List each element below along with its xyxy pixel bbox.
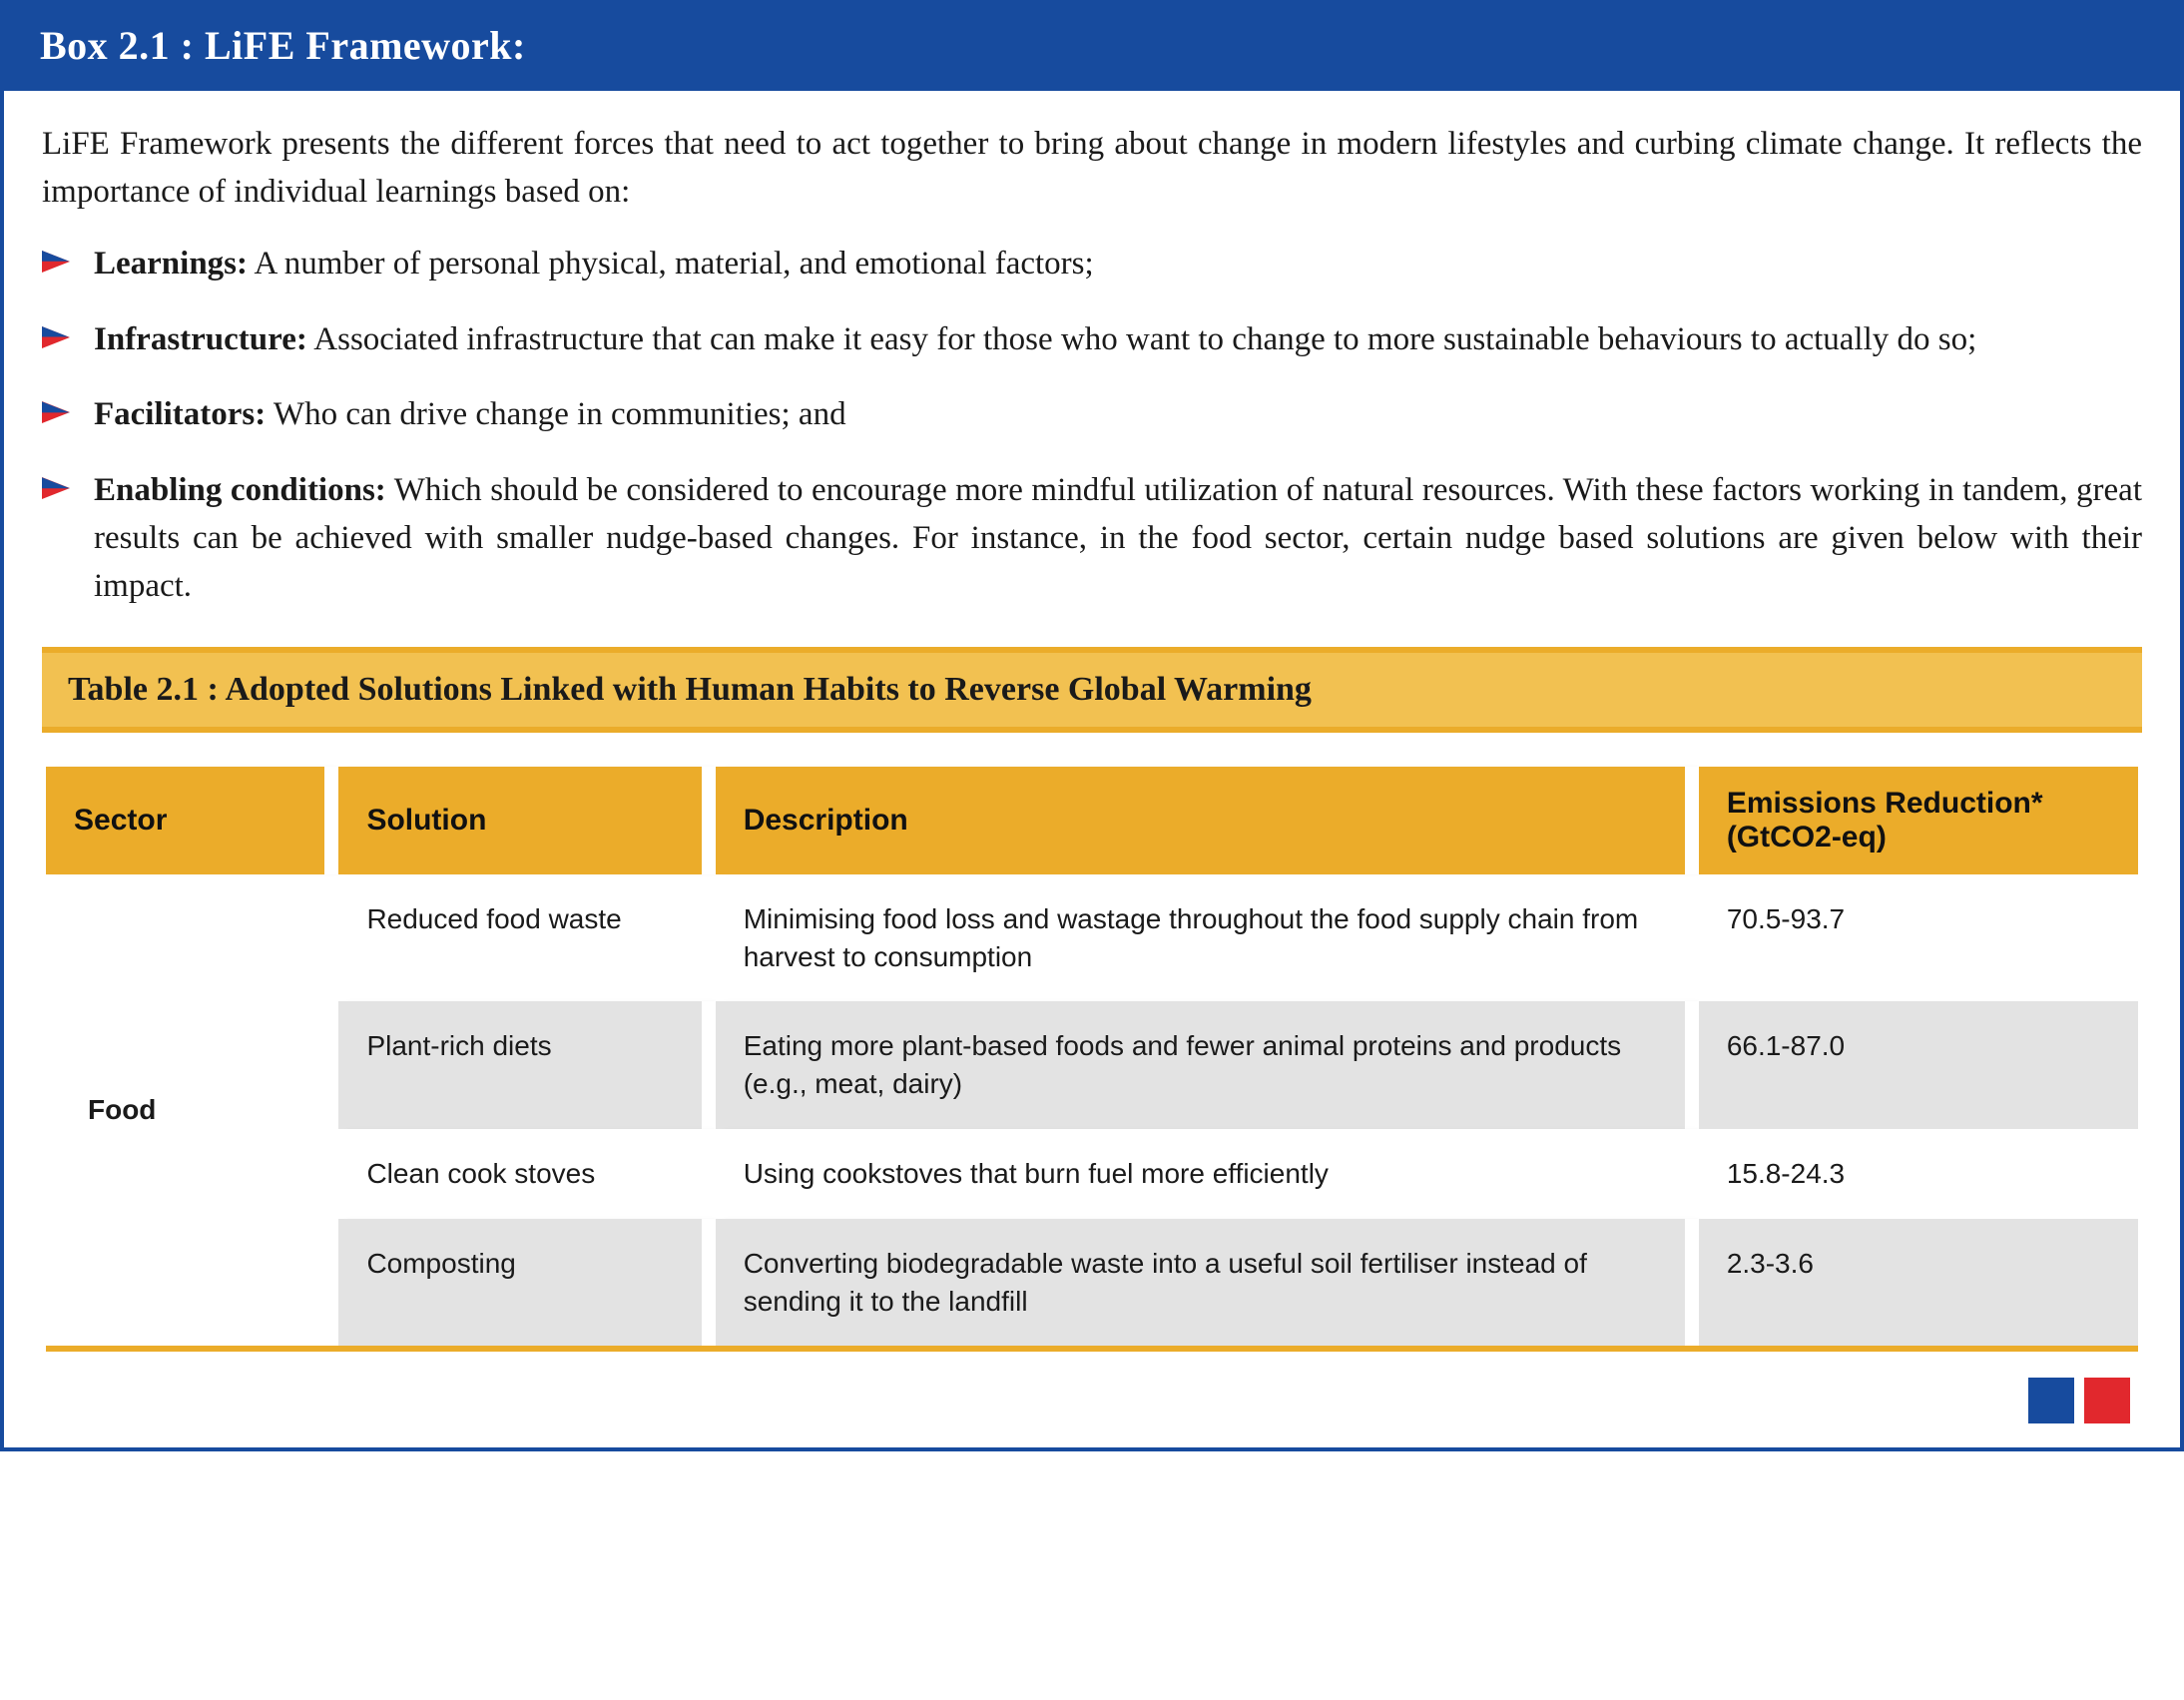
solution-cell: Clean cook stoves — [338, 1129, 715, 1219]
emissions-cell: 66.1-87.0 — [1699, 1001, 2138, 1129]
bullet-text: Which should be considered to encourage … — [94, 472, 2142, 604]
bullet-label: Facilitators: — [94, 396, 266, 432]
box-header: Box 2.1 : LiFE Framework: — [4, 4, 2180, 91]
bullet-label: Infrastructure: — [94, 321, 307, 357]
col-header-emissions: Emissions Reduction* (GtCO2-eq) — [1699, 767, 2138, 874]
solution-cell: Reduced food waste — [338, 874, 715, 1002]
col-header-solution: Solution — [338, 767, 715, 874]
table-wrapper: Sector Solution Description Emissions Re… — [42, 767, 2142, 1353]
emissions-cell: 2.3-3.6 — [1699, 1219, 2138, 1347]
emissions-cell: 70.5-93.7 — [1699, 874, 2138, 1002]
table-row: Plant-rich diets Eating more plant-based… — [46, 1001, 2138, 1129]
bullet-label: Enabling conditions: — [94, 472, 386, 508]
table-header-row: Sector Solution Description Emissions Re… — [46, 767, 2138, 874]
bullet-item: Enabling conditions: Which should be con… — [42, 467, 2142, 611]
solution-cell: Composting — [338, 1219, 715, 1347]
description-cell: Minimising food loss and wastage through… — [716, 874, 1699, 1002]
solutions-table: Sector Solution Description Emissions Re… — [46, 767, 2138, 1347]
table-title: Table 2.1 : Adopted Solutions Linked wit… — [68, 671, 1312, 708]
bullet-label: Learnings: — [94, 246, 248, 282]
life-framework-box: Box 2.1 : LiFE Framework: LiFE Framework… — [0, 0, 2184, 1451]
footer-squares — [42, 1352, 2142, 1437]
table-body: Food Reduced food waste Minimising food … — [46, 874, 2138, 1347]
square-blue-icon — [2028, 1378, 2074, 1423]
square-red-icon — [2084, 1378, 2130, 1423]
bullet-item: Facilitators: Who can drive change in co… — [42, 391, 2142, 439]
bullet-text: Who can drive change in communities; and — [266, 396, 845, 432]
bullet-item: Learnings: A number of personal physical… — [42, 241, 2142, 288]
box-title: Box 2.1 : LiFE Framework: — [40, 23, 526, 68]
description-cell: Eating more plant-based foods and fewer … — [716, 1001, 1699, 1129]
solution-cell: Plant-rich diets — [338, 1001, 715, 1129]
sector-cell: Food — [46, 874, 338, 1347]
col-header-sector: Sector — [46, 767, 338, 874]
emissions-cell: 15.8-24.3 — [1699, 1129, 2138, 1219]
table-row: Composting Converting biodegradable wast… — [46, 1219, 2138, 1347]
table-row: Food Reduced food waste Minimising food … — [46, 874, 2138, 1002]
bullet-item: Infrastructure: Associated infrastructur… — [42, 316, 2142, 364]
col-header-description: Description — [716, 767, 1699, 874]
intro-paragraph: LiFE Framework presents the different fo… — [42, 121, 2142, 217]
bullet-text: Associated infrastructure that can make … — [307, 321, 1976, 357]
description-cell: Converting biodegradable waste into a us… — [716, 1219, 1699, 1347]
box-body: LiFE Framework presents the different fo… — [4, 91, 2180, 1447]
bullet-list: Learnings: A number of personal physical… — [42, 241, 2142, 611]
bullet-text: A number of personal physical, material,… — [248, 246, 1094, 282]
description-cell: Using cookstoves that burn fuel more eff… — [716, 1129, 1699, 1219]
table-title-bar: Table 2.1 : Adopted Solutions Linked wit… — [42, 647, 2142, 733]
table-row: Clean cook stoves Using cookstoves that … — [46, 1129, 2138, 1219]
